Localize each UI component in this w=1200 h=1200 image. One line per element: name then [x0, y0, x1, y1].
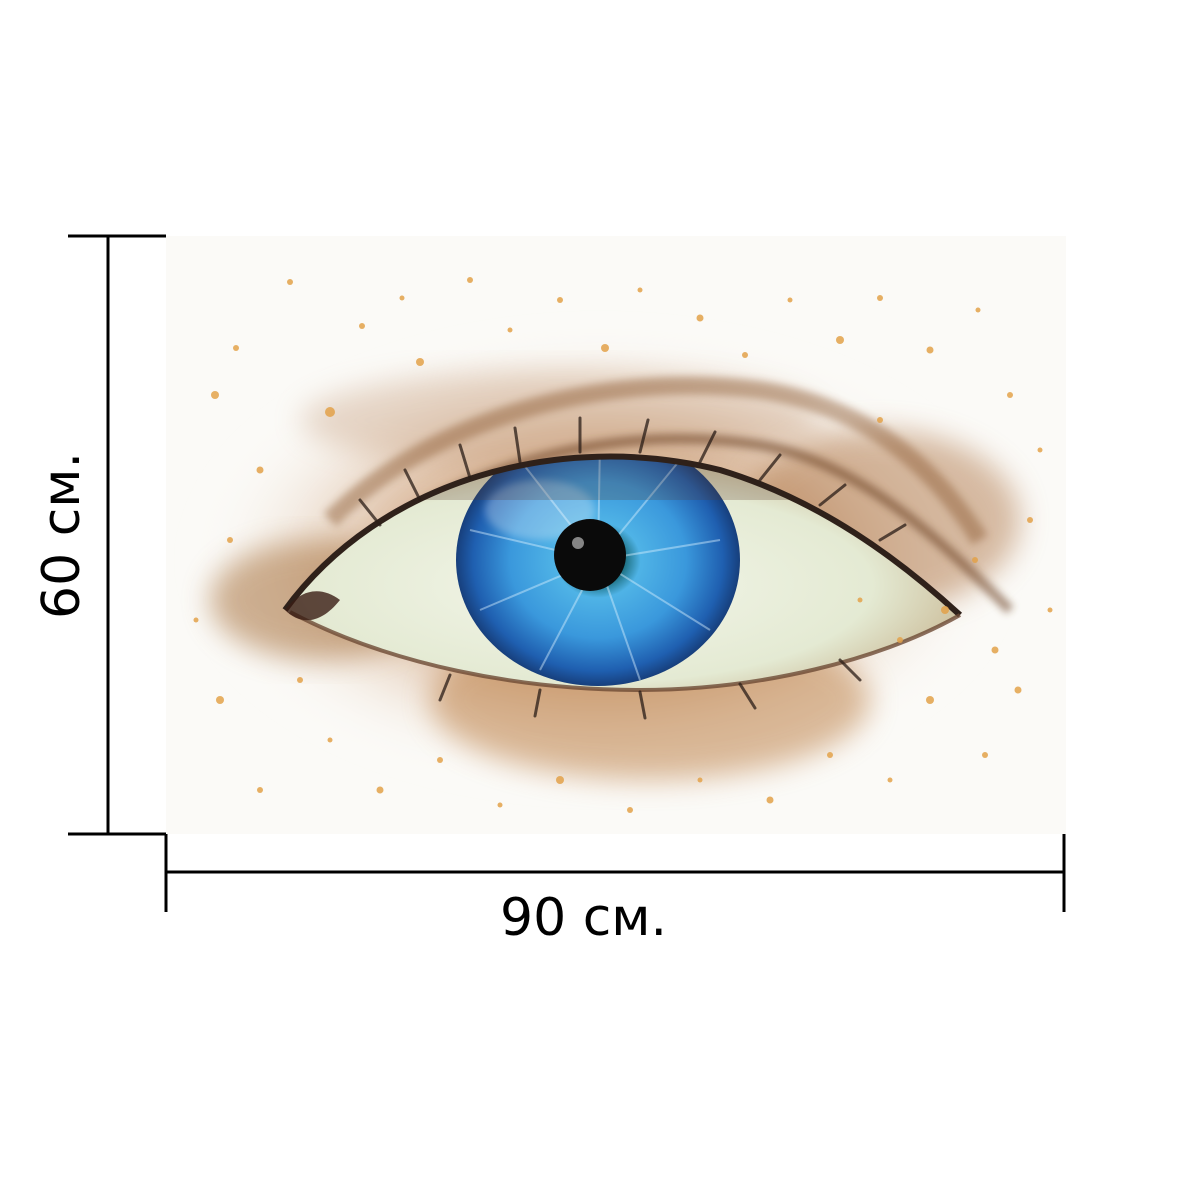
height-dimension-label: 60 см.: [32, 451, 92, 619]
dimension-lines: [68, 234, 1066, 912]
eye-artwork: [166, 236, 1066, 834]
width-dimension-label: 90 см.: [500, 888, 668, 948]
